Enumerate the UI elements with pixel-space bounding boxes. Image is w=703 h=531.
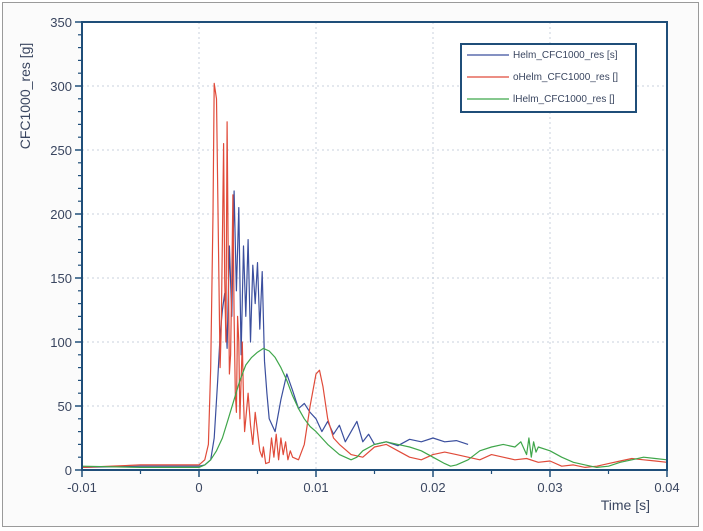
x-tick-label: 0.03 — [537, 480, 562, 495]
y-tick-label: 100 — [50, 335, 72, 350]
y-tick-label: 150 — [50, 271, 72, 286]
y-tick-label: 350 — [50, 15, 72, 30]
series-line-2 — [82, 347, 667, 468]
y-tick-label: 300 — [50, 79, 72, 94]
x-tick-label: 0.04 — [654, 480, 679, 495]
y-tick-label: 250 — [50, 143, 72, 158]
y-tick-label: 50 — [58, 399, 72, 414]
legend-label-2: lHelm_CFC1000_res [] — [513, 94, 615, 105]
y-axis-title: CFC1000_res [g] — [17, 43, 33, 150]
x-axis-title: Time [s] — [601, 497, 650, 513]
y-tick-label: 0 — [65, 463, 72, 478]
x-tick-label: 0 — [195, 480, 202, 495]
series-line-1 — [82, 82, 667, 468]
x-tick-label: 0.02 — [420, 480, 445, 495]
x-tick-label: 0.01 — [303, 480, 328, 495]
plot-border — [81, 21, 668, 471]
legend-label-1: oHelm_CFC1000_res [] — [513, 72, 618, 83]
y-tick-label: 200 — [50, 207, 72, 222]
legend-label-0: Helm_CFC1000_res [s] — [513, 50, 618, 61]
x-tick-label: -0.01 — [67, 480, 97, 495]
